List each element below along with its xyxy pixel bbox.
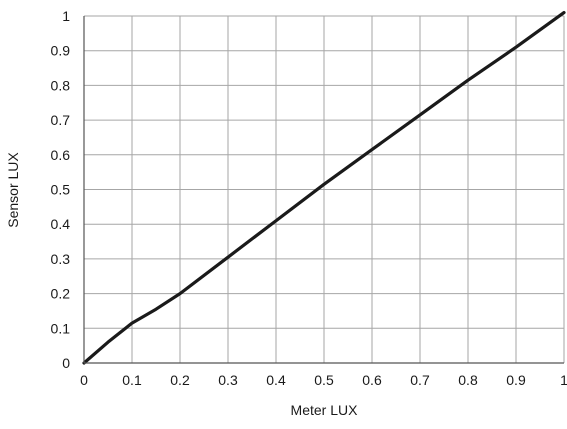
x-tick-label: 0.7	[410, 372, 430, 388]
x-tick-label: 0.5	[314, 372, 334, 388]
x-tick-label: 0.8	[458, 372, 478, 388]
y-tick-label: 0.7	[51, 112, 71, 128]
axes	[83, 16, 564, 364]
y-tick-label: 0.6	[51, 147, 71, 163]
y-tick-label: 0	[62, 355, 70, 371]
y-tick-label: 0.3	[51, 251, 71, 267]
y-axis-label: Sensor LUX	[5, 152, 21, 228]
y-tick-label: 0.4	[51, 216, 71, 232]
y-tick-label: 0.1	[51, 320, 71, 336]
x-tick-label: 1	[560, 372, 567, 388]
y-tick-label: 0.9	[51, 43, 71, 59]
y-tick-label: 1	[62, 8, 70, 24]
series-layer	[82, 10, 566, 365]
x-tick-label: 0.1	[122, 372, 142, 388]
x-tick-label: 0	[80, 372, 88, 388]
y-tick-label: 0.5	[51, 182, 71, 198]
tick-labels: 0 0.1 0.2 0.3 0.4 0.5 0.6 0.7 0.8 0.9 1 0 0.1 0.2 0.3 0…	[51, 8, 567, 388]
series-line	[82, 10, 566, 365]
x-tick-label: 0.2	[170, 372, 190, 388]
x-tick-label: 0.6	[362, 372, 382, 388]
x-tick-label: 0.9	[506, 372, 526, 388]
x-tick-label: 0.3	[218, 372, 238, 388]
x-axis-label: Meter LUX	[291, 402, 359, 418]
x-tick-label: 0.4	[266, 372, 286, 388]
y-tick-label: 0.2	[51, 286, 71, 302]
y-tick-label: 0.8	[51, 77, 71, 93]
